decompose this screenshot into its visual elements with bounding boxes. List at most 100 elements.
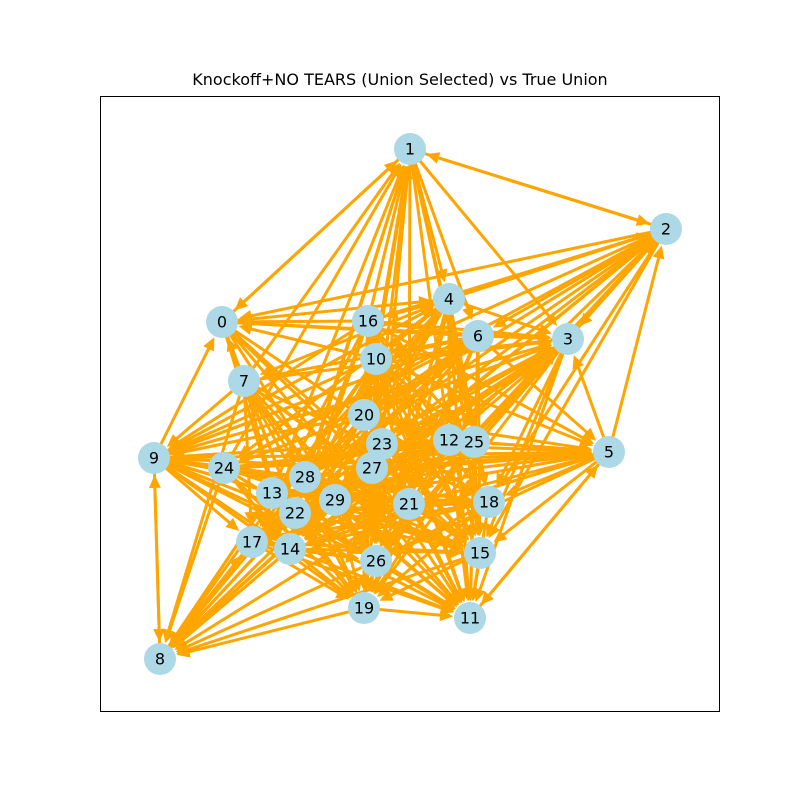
edge-line — [316, 500, 490, 545]
node-2: 2 — [650, 213, 682, 245]
node-label: 13 — [262, 484, 282, 503]
edge-line — [447, 439, 469, 591]
arrowhead-icon — [418, 301, 433, 313]
node-circle — [348, 399, 380, 431]
arrowhead-icon — [238, 323, 253, 335]
edge-line — [249, 319, 369, 324]
edge-4-to-12 — [443, 299, 455, 423]
edge-2-to-0 — [238, 227, 667, 322]
arrowhead-icon — [226, 337, 239, 353]
node-label: 28 — [295, 468, 315, 487]
node-circle — [289, 461, 321, 493]
edge-line — [242, 380, 287, 488]
node-label: 15 — [470, 544, 490, 563]
node-14: 14 — [274, 533, 306, 565]
node-circle — [394, 133, 426, 165]
edge-line — [223, 443, 447, 470]
node-circle — [352, 305, 384, 337]
edge-line — [270, 174, 401, 494]
node-8: 8 — [144, 643, 176, 675]
arrowhead-icon — [225, 517, 240, 531]
arrowhead-icon — [335, 587, 350, 600]
edge-line — [242, 170, 395, 382]
edge-line — [486, 451, 611, 598]
arrowhead-icon — [641, 241, 655, 256]
node-circle — [360, 545, 392, 577]
node-label: 6 — [473, 327, 483, 346]
edge-line — [186, 606, 365, 654]
edge-17-to-19 — [251, 540, 350, 600]
node-circle — [138, 442, 170, 474]
edges-layer — [148, 147, 668, 661]
node-21: 21 — [393, 488, 425, 520]
arrowhead-icon — [424, 413, 438, 428]
node-circle — [228, 365, 260, 397]
node-label: 0 — [217, 313, 227, 332]
edge-line — [166, 380, 246, 633]
edge-3-to-2 — [566, 241, 655, 340]
edge-9-to-17 — [153, 456, 240, 531]
arrowhead-icon — [485, 522, 497, 538]
edge-line — [473, 440, 582, 452]
edge-line — [436, 155, 667, 231]
node-18: 18 — [473, 486, 505, 518]
arrowhead-icon — [543, 351, 557, 366]
edge-25-to-3 — [472, 351, 557, 444]
arrowhead-icon — [426, 152, 441, 164]
node-24: 24 — [208, 452, 240, 484]
arrowhead-icon — [450, 588, 462, 604]
node-label: 25 — [464, 433, 484, 452]
edge-line — [289, 547, 445, 610]
edge-4-to-25 — [447, 298, 475, 426]
arrowhead-icon — [470, 522, 483, 537]
edge-2-to-1 — [426, 152, 667, 231]
arrowhead-icon — [537, 323, 552, 336]
edge-4-to-3 — [448, 297, 552, 336]
edge-7-to-8 — [162, 380, 246, 643]
node-7: 7 — [228, 365, 260, 397]
node-5: 5 — [593, 436, 625, 468]
node-label: 3 — [563, 330, 573, 349]
edge-line — [501, 450, 610, 537]
arrowhead-icon — [537, 332, 552, 344]
node-label: 21 — [399, 495, 419, 514]
arrowhead-icon — [480, 591, 494, 605]
arrowhead-icon — [578, 435, 594, 447]
node-circle — [208, 452, 240, 484]
node-label: 24 — [214, 459, 234, 478]
arrowhead-icon — [169, 441, 185, 454]
node-1: 1 — [394, 133, 426, 165]
arrowhead-icon — [582, 427, 597, 441]
node-circle — [206, 306, 238, 338]
edge-line — [448, 297, 542, 332]
edge-line — [279, 500, 490, 539]
arrowhead-icon — [390, 474, 402, 489]
node-label: 8 — [155, 650, 165, 669]
node-circle — [552, 323, 584, 355]
edge-line — [249, 227, 667, 318]
arrowhead-icon — [477, 471, 490, 486]
arrowhead-icon — [635, 232, 650, 244]
node-circle — [473, 486, 505, 518]
node-circle — [256, 477, 288, 509]
node-label: 19 — [354, 599, 374, 618]
node-circle — [433, 424, 465, 456]
arrowhead-icon — [345, 550, 360, 563]
node-circle — [144, 643, 176, 675]
node-circle — [236, 526, 268, 558]
edge-line — [153, 456, 343, 593]
arrowhead-icon — [170, 460, 185, 473]
arrowhead-icon — [176, 643, 191, 656]
node-label: 12 — [439, 431, 459, 450]
node-3: 3 — [552, 323, 584, 355]
edge-line — [366, 175, 405, 322]
edge-8-to-9 — [148, 474, 162, 660]
arrowhead-icon — [379, 589, 394, 601]
node-label: 18 — [479, 493, 499, 512]
edge-line — [375, 357, 454, 426]
node-label: 20 — [354, 406, 374, 425]
node-22: 22 — [279, 497, 311, 529]
node-label: 27 — [362, 459, 382, 478]
arrowhead-icon — [408, 473, 421, 488]
node-circle — [393, 488, 425, 520]
